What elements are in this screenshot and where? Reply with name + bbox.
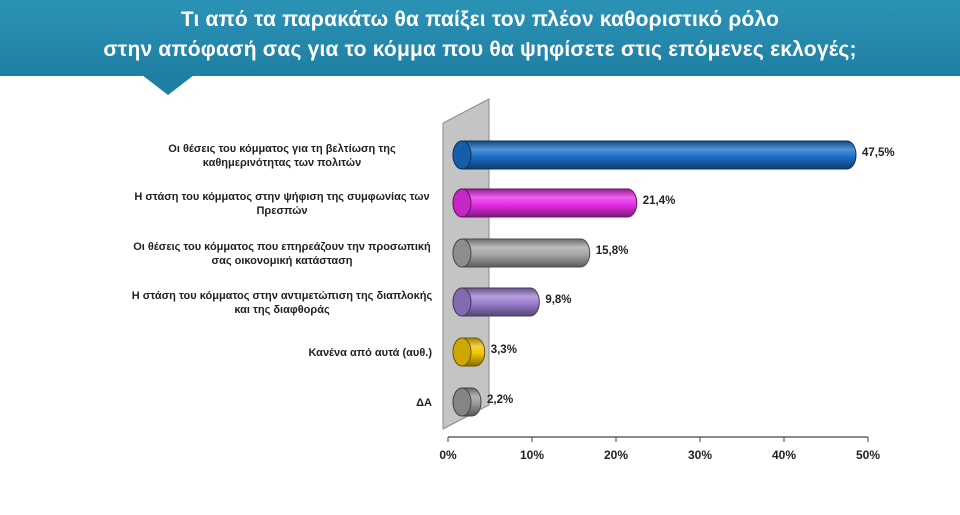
bar-value-label: 15,8% <box>596 245 629 257</box>
category-label-line: σας οικονομική κατάσταση <box>212 255 353 267</box>
category-label-line: Η στάση του κόμματος στην αντιμετώπιση τ… <box>132 290 433 302</box>
category-label-line: Οι θέσεις του κόμματος για τη βελτίωση τ… <box>168 143 396 155</box>
bar <box>452 238 591 268</box>
bar-value-label: 3,3% <box>491 344 517 356</box>
category-label: Κανένα από αυτά (αυθ.) <box>308 347 432 359</box>
category-label-line: ΔΑ <box>416 397 432 409</box>
category-label-line: Η στάση του κόμματος στην ψήφιση της συμ… <box>134 191 429 203</box>
x-tick-label: 0% <box>439 448 457 462</box>
category-label: Οι θέσεις του κόμματος που επηρεάζουν τη… <box>133 241 431 267</box>
bar-base-cap <box>452 387 472 417</box>
bar <box>452 140 857 170</box>
bar-base-cap <box>452 140 472 170</box>
category-label-line: και της διαφθοράς <box>234 304 330 316</box>
category-label-line: Οι θέσεις του κόμματος που επηρεάζουν τη… <box>133 241 431 253</box>
category-label-line: Κανένα από αυτά (αυθ.) <box>308 347 432 359</box>
bar-value-label: 2,2% <box>487 394 513 406</box>
bar-base-cap <box>452 287 472 317</box>
chart-title-line-1: Τι από τα παρακάτω θα παίξει τον πλέον κ… <box>180 8 780 31</box>
x-tick-label: 50% <box>856 448 880 462</box>
bar-base-cap <box>452 238 472 268</box>
title-banner-notch <box>142 75 194 95</box>
x-tick-label: 30% <box>688 448 712 462</box>
category-label-line: Πρεσπών <box>256 205 307 217</box>
bar-value-label: 9,8% <box>545 294 571 306</box>
bar-base-cap <box>452 337 472 367</box>
x-tick-label: 10% <box>520 448 544 462</box>
x-tick-label: 40% <box>772 448 796 462</box>
x-tick-label: 20% <box>604 448 628 462</box>
bar-value-label: 21,4% <box>643 195 676 207</box>
bar <box>452 188 638 218</box>
bar-base-cap <box>452 188 472 218</box>
bar-value-label: 47,5% <box>862 147 895 159</box>
category-label: Οι θέσεις του κόμματος για τη βελτίωση τ… <box>168 143 396 169</box>
title-banner <box>0 0 960 76</box>
category-label-line: καθημερινότητας των πολιτών <box>203 157 361 169</box>
category-label: Η στάση του κόμματος στην ψήφιση της συμ… <box>134 191 429 217</box>
chart-title-line-2: στην απόφασή σας για το κόμμα που θα ψηφ… <box>103 38 857 61</box>
category-label: Η στάση του κόμματος στην αντιμετώπιση τ… <box>132 290 433 316</box>
category-label: ΔΑ <box>416 397 432 409</box>
